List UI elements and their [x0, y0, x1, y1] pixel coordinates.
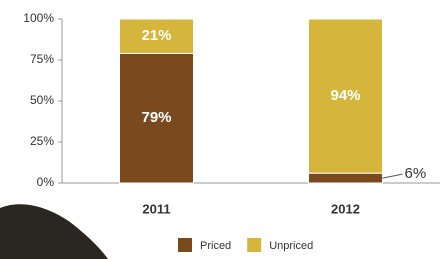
- data-label: 79%: [141, 109, 171, 126]
- data-label: 6%: [405, 165, 427, 182]
- decor-rock: [0, 204, 108, 259]
- x-tick-label: 2012: [331, 201, 360, 216]
- x-tick-label: 2011: [142, 201, 170, 216]
- legend-label: Priced: [200, 240, 231, 252]
- y-tick-label: 0%: [37, 175, 55, 189]
- legend-label: Unpriced: [269, 240, 313, 252]
- data-label: 21%: [141, 27, 171, 44]
- legend-swatch: [247, 238, 261, 252]
- y-tick-label: 75%: [30, 52, 54, 66]
- data-label: 94%: [330, 87, 360, 104]
- legend-swatch: [178, 238, 192, 252]
- y-tick-label: 25%: [30, 134, 54, 148]
- leader-line: [383, 174, 403, 178]
- bar-segment: [309, 173, 383, 183]
- y-tick-label: 100%: [23, 11, 54, 25]
- chart: 0% 25% 50% 75% 100% 2011 79% 21% 2012 6% 94% Priced…: [0, 0, 447, 259]
- y-tick-label: 50%: [30, 93, 54, 107]
